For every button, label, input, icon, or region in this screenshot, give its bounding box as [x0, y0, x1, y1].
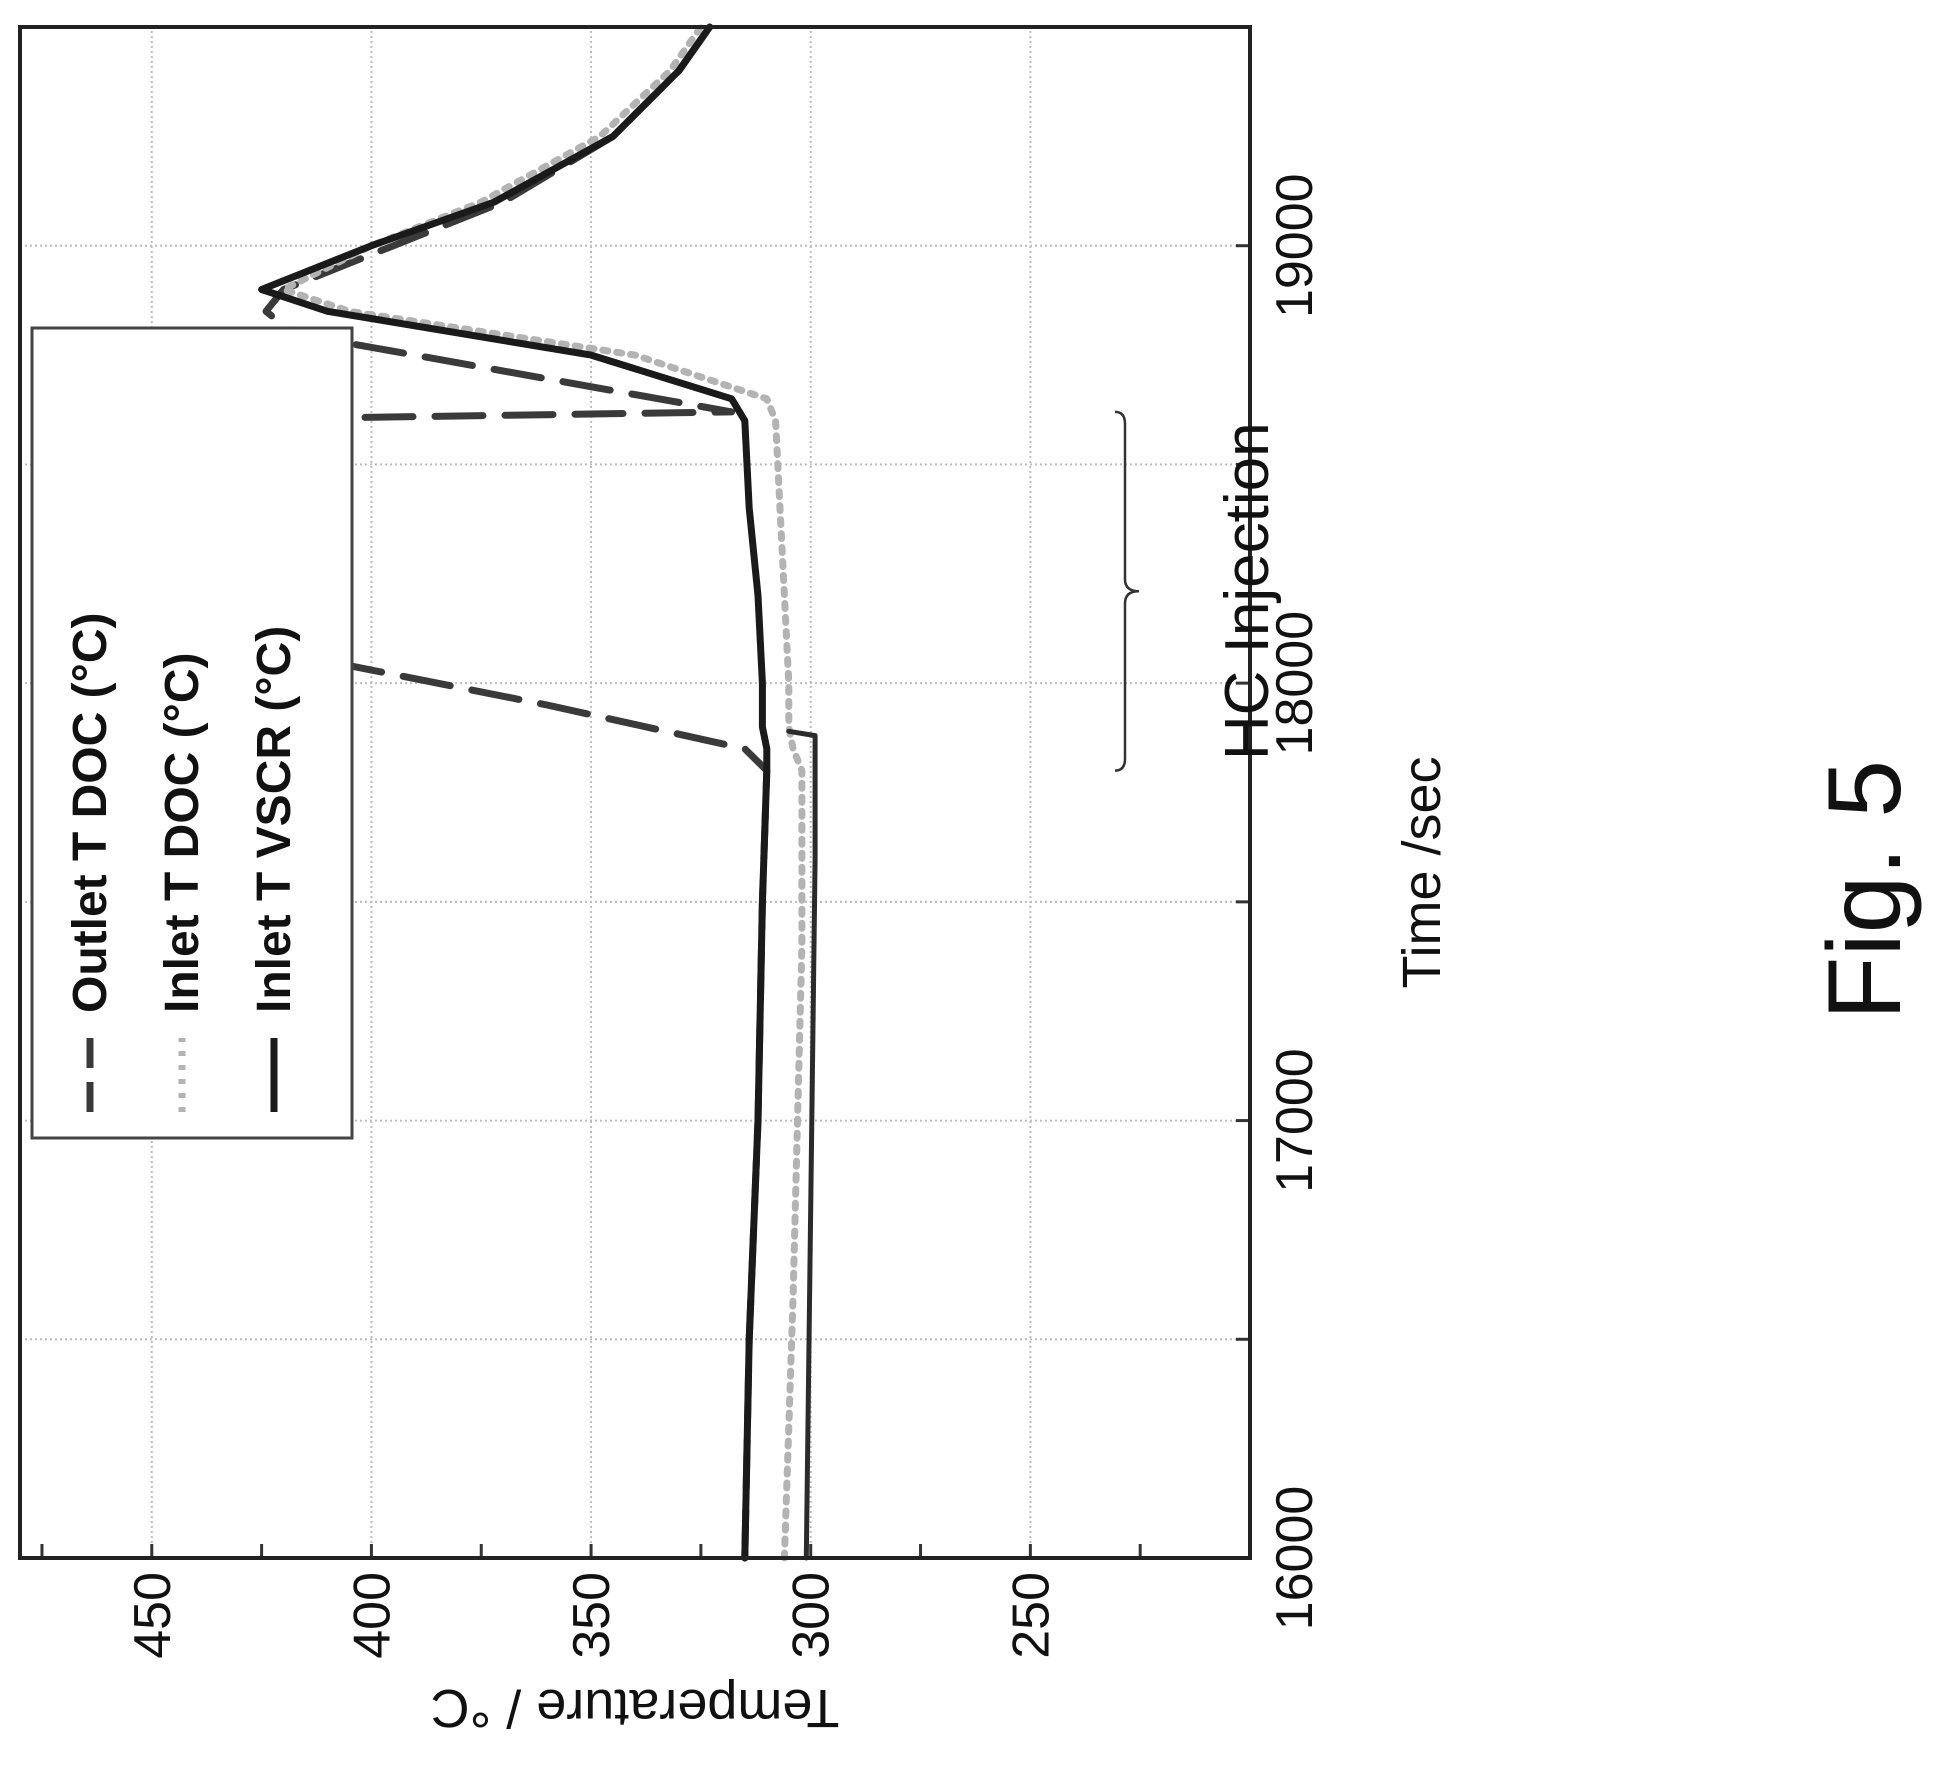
- legend: Outlet T DOC (°C) Inlet T DOC (°C) Inlet…: [30, 326, 354, 1140]
- y-tick-label: 400: [343, 1572, 401, 1659]
- x-tick-label: 18000: [1266, 611, 1324, 756]
- y-tick-label: 450: [124, 1572, 182, 1659]
- y-tick-label: 300: [783, 1572, 841, 1659]
- legend-entry-outlet-doc: Outlet T DOC (°C): [64, 613, 117, 1013]
- y-axis-label: Temperature / °C: [431, 1678, 840, 1738]
- y-tick-label: 350: [563, 1572, 621, 1659]
- x-tick-label: 16000: [1266, 1486, 1324, 1631]
- x-tick-label: 19000: [1266, 173, 1324, 318]
- y-tick-label: 250: [1002, 1572, 1060, 1659]
- legend-entry-inlet-doc: Inlet T DOC (°C): [156, 653, 209, 1014]
- x-tick-label: 17000: [1266, 1048, 1324, 1193]
- tick-labels: 16000 17000 18000 19000 250 300 350 400 450: [124, 173, 1324, 1658]
- legend-box: [30, 326, 354, 1140]
- legend-entry-inlet-vscr: Inlet T VSCR (°C): [248, 626, 301, 1013]
- series-line-2: [258, 23, 771, 1562]
- hc-injection-label: HC Injection: [1213, 422, 1282, 760]
- figure-label: Fig. 5: [1807, 760, 1923, 1020]
- hc-injection-bracket: [1114, 410, 1140, 772]
- plot-frame: [18, 25, 1252, 1560]
- x-axis-label: Time /sec: [1392, 756, 1452, 988]
- series-line-3: [786, 728, 818, 1561]
